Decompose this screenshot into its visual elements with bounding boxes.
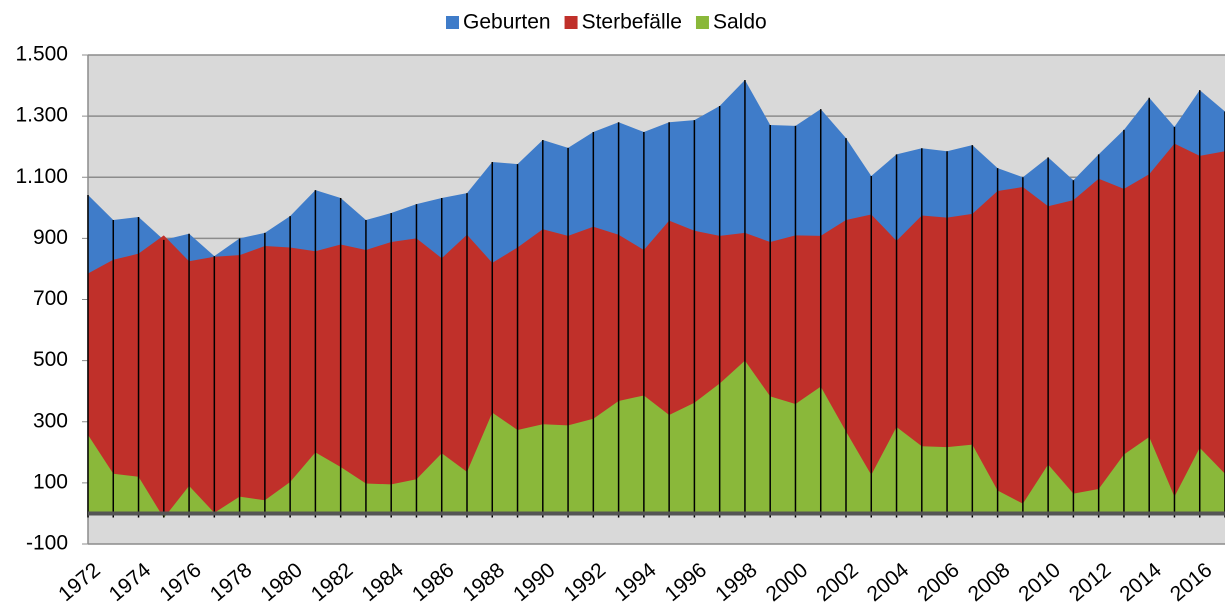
x-tick-label: 1998 xyxy=(711,558,762,606)
y-tick-label: 1.100 xyxy=(15,165,68,188)
area xyxy=(88,360,1225,519)
x-tick-label: 2016 xyxy=(1166,558,1217,606)
legend-swatch xyxy=(564,16,578,29)
x-tick-label: 2012 xyxy=(1065,558,1116,606)
x-tick-label: 1974 xyxy=(105,558,156,606)
y-tick-label: 1.300 xyxy=(15,104,68,127)
x-tick-label: 2010 xyxy=(1014,558,1065,606)
x-tick-label: 1978 xyxy=(206,558,257,606)
x-tick-label: 1976 xyxy=(155,558,206,606)
y-tick-label: 300 xyxy=(33,409,68,432)
x-tick-label: 1980 xyxy=(256,558,307,606)
legend-swatch xyxy=(695,16,709,29)
x-tick-label: 1986 xyxy=(408,558,459,606)
legend-label: Sterbefälle xyxy=(582,11,682,34)
y-tick-label: 100 xyxy=(33,470,68,493)
area xyxy=(88,143,1225,514)
x-tick-label: 1982 xyxy=(307,558,358,606)
x-tick-label: 1984 xyxy=(357,558,408,606)
x-tick-label: 1992 xyxy=(560,558,611,606)
legend-label: Saldo xyxy=(713,11,767,34)
x-tick-label: 2004 xyxy=(863,558,914,606)
legend-label: Geburten xyxy=(463,11,551,34)
y-tick-label: 700 xyxy=(33,287,68,310)
x-tick-label: 1988 xyxy=(458,558,509,606)
x-tick-label: 2000 xyxy=(762,558,813,606)
y-tick-label: -100 xyxy=(26,532,68,555)
legend: Geburten Sterbefälle Saldo xyxy=(446,11,767,34)
y-tick-label: 900 xyxy=(33,226,68,249)
x-tick-label: 2002 xyxy=(812,558,863,606)
legend-swatch xyxy=(446,16,459,29)
y-tick-label: 500 xyxy=(33,348,68,371)
x-tick-label: 1994 xyxy=(610,558,661,606)
x-tick-label: 1972 xyxy=(54,558,105,606)
x-tick-label: 2008 xyxy=(964,558,1015,606)
x-tick-label: 1996 xyxy=(661,558,712,606)
x-tick-label: 1990 xyxy=(509,558,560,606)
x-tick-label: 2006 xyxy=(913,558,964,606)
y-tick-label: 1.500 xyxy=(15,43,68,66)
x-tick-label: 2014 xyxy=(1115,558,1166,606)
